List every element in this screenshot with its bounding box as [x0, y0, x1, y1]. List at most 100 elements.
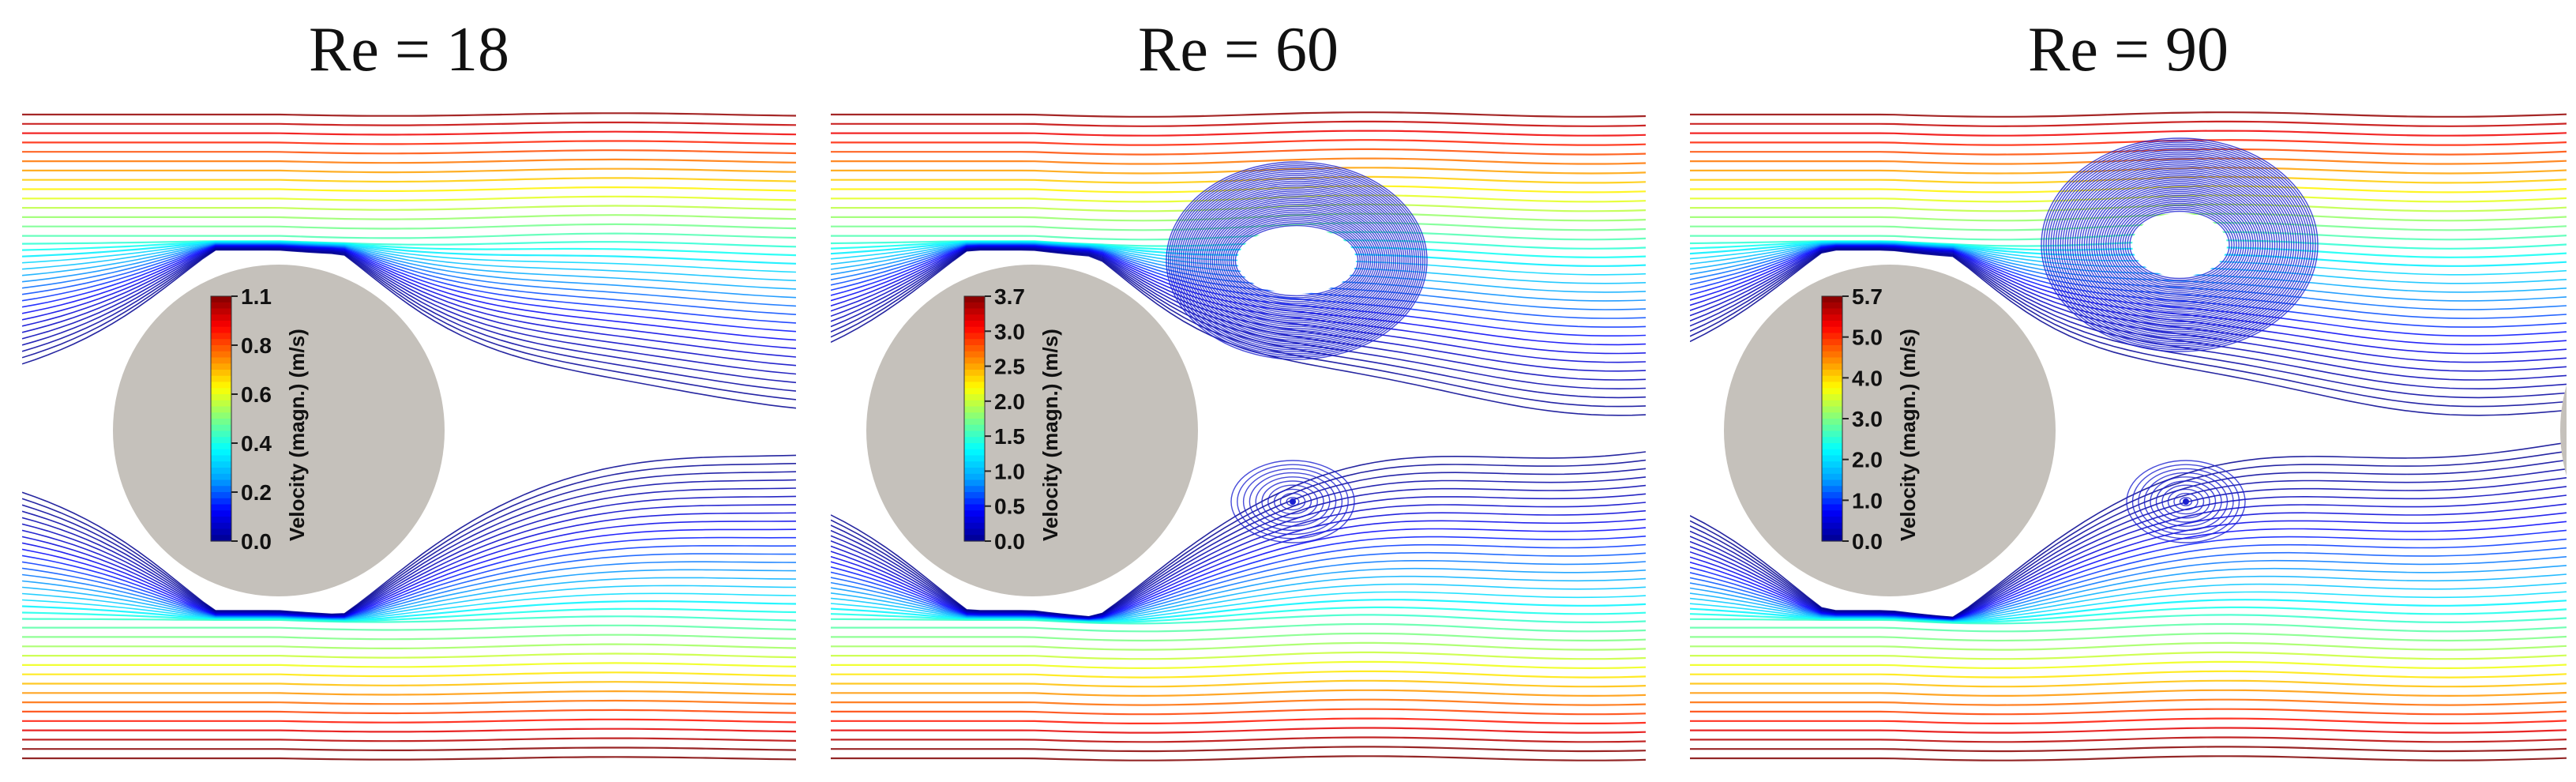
vortex-line — [1214, 205, 1380, 316]
streamline — [831, 679, 1646, 688]
vortex-line — [2124, 206, 2235, 284]
streamline — [1690, 632, 2567, 642]
streamline — [1690, 746, 2567, 753]
vortex-line — [2081, 171, 2278, 319]
colorbar-segment — [211, 314, 231, 321]
colorbar-segment — [211, 363, 231, 370]
colorbar-segment — [964, 517, 985, 524]
colorbar-segment — [211, 370, 231, 377]
colorbar-segment — [1822, 375, 1842, 383]
panel-title-re18: Re = 18 — [309, 15, 509, 85]
streamline — [831, 698, 1646, 706]
colorbar-segment — [211, 510, 231, 517]
vortex-line — [2083, 173, 2276, 317]
colorbar-segment — [1822, 498, 1842, 506]
colorbar-segment — [964, 510, 985, 517]
colorbar-segment — [1822, 535, 1842, 542]
colorbar-tick-label: 0.8 — [241, 333, 272, 358]
colorbar-segment — [1822, 437, 1842, 444]
streamline — [22, 246, 796, 349]
colorbar-segment — [211, 296, 231, 303]
streamline — [22, 214, 796, 220]
streamline — [1690, 212, 2567, 222]
colorbar-segment — [1822, 504, 1842, 511]
colorbar-segment — [964, 302, 985, 310]
streamline — [1690, 111, 2567, 118]
colorbar-segment — [211, 430, 231, 438]
colorbar-segment — [211, 486, 231, 493]
streamline — [831, 689, 1646, 697]
vortex-line — [1186, 180, 1407, 341]
next-cylinder-edge — [2560, 385, 2567, 476]
streamline — [22, 244, 796, 324]
vortex-line — [2071, 163, 2288, 327]
colorbar-segment — [1822, 528, 1842, 536]
colorbar-segment — [1822, 406, 1842, 413]
colorbar-segment — [1822, 449, 1842, 457]
streamline — [22, 512, 796, 618]
colorbar-segment — [211, 424, 231, 432]
colorbar-segment — [1822, 510, 1842, 517]
streamline — [22, 471, 796, 616]
colorbar-segment — [211, 375, 231, 383]
streamline — [22, 454, 796, 615]
streamline — [22, 249, 796, 409]
colorbar-segment — [1822, 314, 1842, 321]
streamline — [22, 140, 796, 145]
streamline — [22, 242, 796, 281]
colorbar-segment — [211, 400, 231, 408]
colorbar-tick-label: 5.7 — [1852, 284, 1883, 309]
colorbar-segment — [964, 424, 985, 432]
colorbar-segment — [964, 394, 985, 401]
vortex-line — [1209, 201, 1384, 320]
colorbar-segment — [1822, 302, 1842, 310]
streamline — [831, 755, 1646, 761]
colorbar-segment — [1822, 333, 1842, 340]
vortex-line — [2097, 185, 2262, 305]
streamline — [831, 632, 1646, 642]
vortex-lines — [2041, 137, 2319, 543]
colorbar-title: Velocity (magn.) (m/s) — [1896, 329, 1920, 541]
colorbar-segment — [964, 296, 985, 303]
streamline — [22, 521, 796, 618]
colorbar: 3.7 3.0 2.5 2.0 1.5 1.0 0.5 0.0 Velocity (magn.)… — [963, 284, 1062, 554]
streamline — [1690, 717, 2567, 724]
colorbar-segment — [964, 351, 985, 359]
colorbar: 5.7 5.0 4.0 3.0 2.0 1.0 0.0 Velocity (magn.) (m… — [1821, 284, 1920, 554]
streamline — [1690, 167, 2567, 175]
vortex-line — [1191, 184, 1403, 337]
streamline — [22, 690, 796, 696]
colorbar-segment — [964, 443, 985, 450]
colorbar-segment — [1822, 522, 1842, 530]
vortex-line — [1234, 224, 1359, 297]
colorbar-segment — [211, 437, 231, 444]
vortex-line — [2122, 205, 2237, 285]
colorbar-segment — [211, 504, 231, 511]
colorbar-segment — [964, 388, 985, 395]
streamline — [831, 175, 1646, 184]
colorbar-segment — [964, 357, 985, 364]
vortex-line — [1226, 217, 1367, 304]
colorbar-segment — [964, 326, 985, 334]
vortex-line — [2064, 157, 2295, 333]
vortex-line — [1207, 200, 1386, 321]
vortex-line — [2057, 151, 2302, 339]
colorbar-tick-label: 2.5 — [994, 355, 1025, 379]
streamline — [1690, 194, 2567, 203]
colorbar: 1.1 0.8 0.6 0.4 0.2 0.0 Velocity (magn.) (m/s) — [210, 284, 309, 554]
streamline — [22, 479, 796, 616]
colorbar-segment — [1822, 412, 1842, 419]
streamline — [22, 643, 796, 649]
streamline — [22, 223, 796, 230]
streamline — [22, 487, 796, 617]
flow-panel-re60: 3.7 3.0 2.5 2.0 1.5 1.0 0.5 0.0 Velocity (magn.)… — [831, 107, 1646, 766]
colorbar-segment — [964, 345, 985, 352]
streamline — [831, 670, 1646, 679]
streamline — [831, 708, 1646, 716]
streamline — [1690, 670, 2567, 679]
vortex-line — [1185, 179, 1409, 343]
colorbar-segment — [211, 351, 231, 359]
colorbar-segment — [964, 419, 985, 426]
streamlines — [22, 112, 796, 761]
streamline — [831, 130, 1646, 137]
